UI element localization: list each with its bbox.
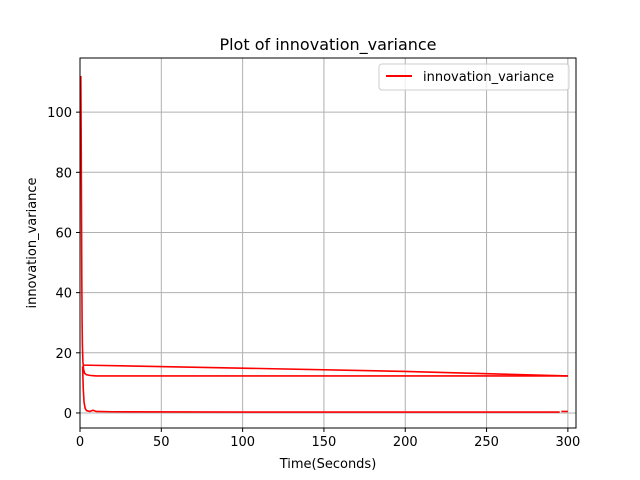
series-line — [81, 366, 560, 413]
chart-title: Plot of innovation_variance — [219, 35, 436, 55]
legend-label: innovation_variance — [423, 70, 554, 85]
x-axis-ticks: 0 50 100 150 200 250 300 — [76, 428, 580, 450]
y-axis-ticks: 0 20 40 60 80 100 — [47, 106, 80, 422]
x-tick-label: 150 — [312, 435, 337, 450]
legend-box — [378, 63, 570, 91]
x-tick-label: 250 — [474, 435, 499, 450]
series-group — [80, 76, 568, 413]
grid — [79, 58, 576, 428]
y-tick-label: 60 — [55, 226, 72, 241]
series-line — [80, 76, 568, 377]
x-tick-label: 300 — [555, 435, 580, 450]
x-tick-label: 0 — [76, 435, 84, 450]
y-tick-label: 100 — [47, 106, 72, 121]
y-tick-label: 0 — [64, 407, 72, 422]
x-axis-label: Time(Seconds) — [279, 457, 377, 472]
y-tick-label: 20 — [55, 347, 72, 362]
y-tick-label: 40 — [55, 287, 72, 302]
series-line — [83, 364, 568, 377]
x-tick-label: 50 — [153, 435, 170, 450]
legend: innovation_variance — [378, 63, 570, 91]
x-tick-label: 200 — [393, 435, 418, 450]
y-axis-label: innovation_variance — [25, 177, 40, 308]
y-tick-label: 80 — [55, 166, 72, 181]
plot-frame — [79, 57, 577, 429]
x-tick-label: 100 — [230, 435, 255, 450]
